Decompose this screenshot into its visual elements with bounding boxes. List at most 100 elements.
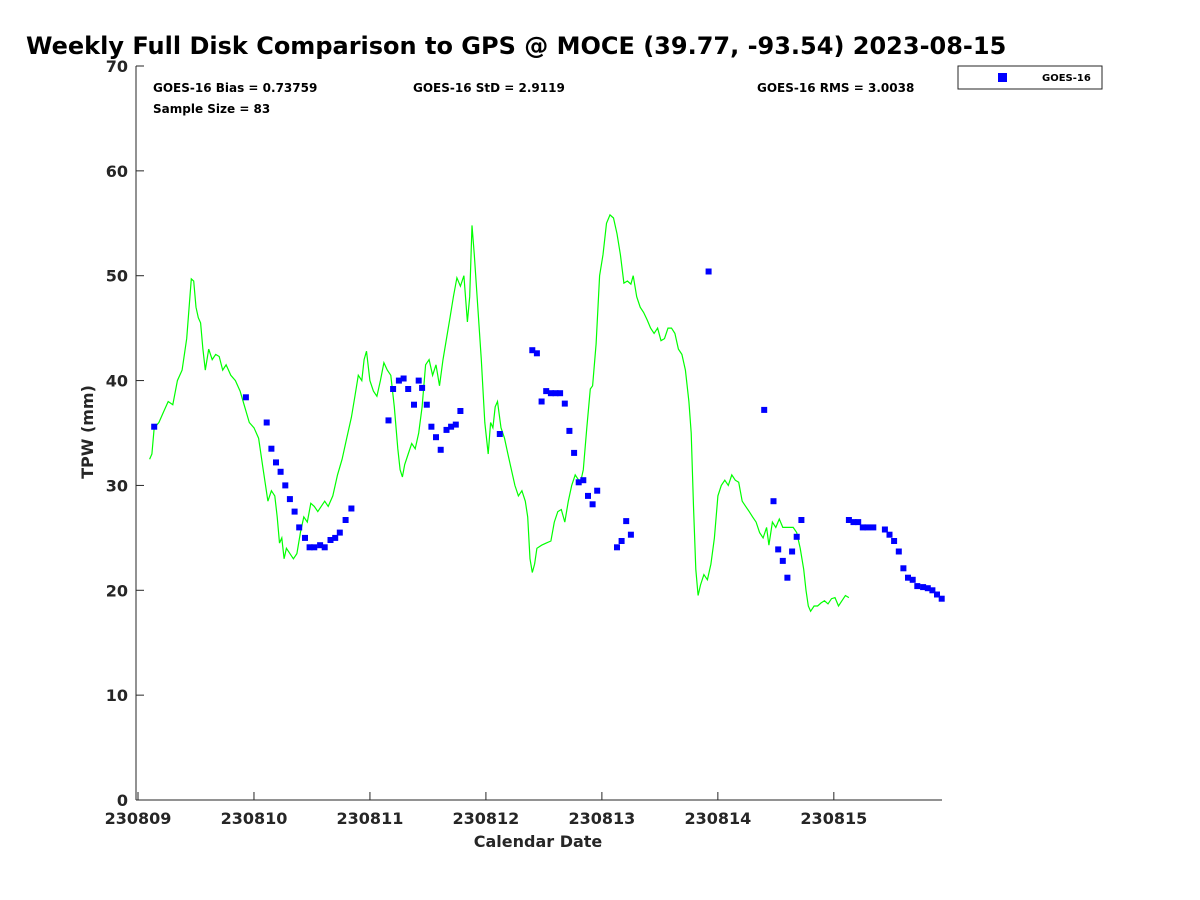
goes16-point [336, 529, 343, 536]
goes16-point [571, 449, 578, 456]
goes16-point [151, 423, 158, 430]
goes16-point [938, 595, 945, 602]
gps-series [149, 213, 850, 613]
goes16-point [793, 533, 800, 540]
goes16-point [580, 477, 587, 484]
goes16-point [881, 526, 888, 533]
goes16-point [385, 417, 392, 424]
goes16-point [291, 508, 298, 515]
x-tick-label: 230815 [800, 809, 867, 828]
goes16-point [327, 537, 334, 543]
bias-stat: GOES-16 Bias = 0.73759 [153, 81, 317, 95]
goes16-point [405, 386, 412, 392]
goes16-point [529, 347, 536, 354]
goes16-point [321, 544, 328, 551]
goes16-point [886, 531, 893, 538]
goes16-point [845, 517, 852, 523]
goes16-point [428, 423, 435, 430]
goes16-point [914, 583, 921, 590]
goes16-point [282, 482, 289, 489]
goes16-point [561, 400, 568, 407]
goes16-point [390, 386, 397, 392]
goes16-point [411, 401, 417, 408]
goes16-point [900, 565, 907, 572]
goes16-point [547, 390, 554, 397]
y-tick-label: 50 [106, 267, 128, 286]
goes16-point [909, 576, 916, 583]
goes16-point [924, 585, 931, 592]
gps-line [149, 213, 850, 613]
goes16-point [302, 534, 308, 541]
goes16-point [623, 518, 630, 525]
goes16-point [496, 431, 503, 437]
goes16-point [789, 548, 796, 555]
goes16-point [618, 538, 625, 544]
std-stat: GOES-16 StD = 2.9119 [413, 81, 565, 95]
x-tick-label: 230814 [684, 809, 751, 828]
goes16-point [614, 544, 620, 551]
goes16-point [594, 487, 601, 494]
goes16-point [242, 394, 249, 401]
goes16-point [855, 519, 862, 526]
goes16-point [543, 388, 550, 395]
y-tick-label: 10 [106, 686, 128, 705]
x-tick-label: 230809 [105, 809, 172, 828]
goes16-point [705, 268, 712, 275]
goes16-point [784, 574, 791, 581]
goes16-point [575, 479, 582, 486]
goes16-point [311, 544, 318, 551]
x-tick-label: 230812 [453, 809, 520, 828]
goes16-point [798, 517, 805, 523]
goes16-point [433, 434, 439, 441]
goes16-point [342, 517, 349, 523]
goes16-point [533, 350, 540, 357]
y-tick-label: 30 [106, 476, 128, 495]
goes16-series [151, 268, 945, 602]
y-tick-label: 70 [106, 57, 128, 76]
goes16-point [400, 375, 407, 382]
y-tick-label: 20 [106, 581, 128, 600]
goes16-point [775, 546, 782, 553]
goes16-point [296, 524, 303, 531]
goes16-point [627, 531, 634, 538]
goes16-point [348, 505, 355, 512]
goes16-point [859, 524, 866, 531]
legend-box [957, 65, 1103, 90]
goes16-point [557, 390, 564, 397]
goes16-point [423, 401, 430, 408]
goes16-point [268, 445, 275, 452]
x-tick-label: 230813 [568, 809, 635, 828]
goes16-point [864, 524, 871, 531]
chart-title: Weekly Full Disk Comparison to GPS @ MOC… [26, 32, 1006, 60]
goes16-point [395, 377, 402, 384]
x-tick-label: 230810 [221, 809, 288, 828]
goes16-point [443, 426, 450, 433]
goes16-point [332, 534, 339, 541]
goes16-point [895, 548, 902, 555]
goes16-point [589, 501, 596, 508]
y-axis-ticks: 0 10 20 30 40 50 60 70 [106, 57, 144, 810]
goes16-point [277, 468, 284, 475]
goes16-point [452, 421, 459, 428]
goes16-point [306, 544, 313, 551]
goes16-point [850, 519, 857, 526]
rms-stat: GOES-16 RMS = 3.0038 [757, 81, 914, 95]
goes16-point [263, 419, 270, 426]
goes16-point [317, 542, 324, 549]
goes16-point [457, 408, 464, 414]
goes16-point [770, 498, 777, 505]
goes16-point [870, 524, 877, 531]
x-tick-label: 230811 [337, 809, 404, 828]
goes16-point [566, 427, 573, 434]
goes16-point [437, 446, 444, 453]
legend-marker [998, 73, 1007, 82]
y-tick-label: 60 [106, 162, 128, 181]
goes16-point [920, 584, 927, 591]
goes16-point [934, 591, 940, 598]
goes16-point [448, 423, 455, 430]
x-axis-ticks: 230809 230810 230811 230812 230813 230814 2308… [105, 792, 867, 828]
goes16-point [419, 384, 426, 391]
sample-size-stat: Sample Size = 83 [153, 102, 270, 116]
goes16-point [929, 587, 936, 594]
